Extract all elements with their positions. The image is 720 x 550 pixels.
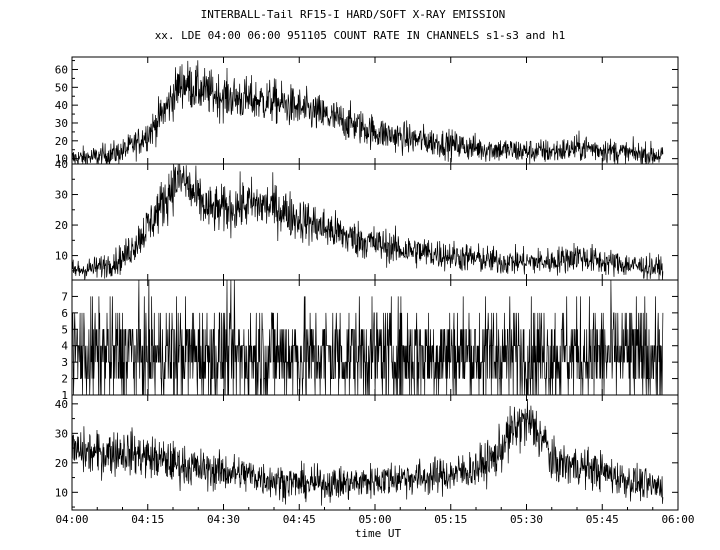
y-tick-label: 10 (55, 153, 68, 166)
y-tick-label: 20 (55, 219, 68, 232)
x-tick-label: 05:30 (510, 513, 543, 526)
y-tick-label: 20 (55, 457, 68, 470)
panel-2: 10 20 30 40 (55, 158, 679, 281)
x-tick-label: 05:45 (586, 513, 619, 526)
y-tick-label: 40 (55, 99, 68, 112)
y-tick-label: 2 (61, 373, 68, 386)
y-tick-label: 7 (61, 290, 68, 303)
y-tick-label: 4 (61, 340, 68, 353)
y-tick-label: 6 (61, 307, 68, 320)
y-tick-label: 10 (55, 486, 68, 499)
chart-title: INTERBALL-Tail RF15-I HARD/SOFT X-RAY EM… (201, 8, 506, 21)
panel-4-series-line (71, 398, 664, 506)
x-axis: 04:00 04:15 04:30 04:45 05:00 05:15 05:30 05:45… (55, 507, 695, 526)
panel-2-series-line (71, 163, 664, 281)
x-tick-label: 05:15 (434, 513, 467, 526)
x-tick-label: 04:15 (131, 513, 164, 526)
y-tick-label: 60 (55, 63, 68, 76)
y-tick-label: 40 (55, 158, 68, 171)
x-tick-label: 05:00 (358, 513, 391, 526)
x-tick-label: 04:00 (55, 513, 88, 526)
x-tick-label: 04:30 (207, 513, 240, 526)
panel-4: 10 20 30 40 (55, 394, 679, 511)
y-tick-label: 30 (55, 189, 68, 202)
y-tick-label: 50 (55, 81, 68, 94)
x-tick-label: 06:00 (661, 513, 694, 526)
y-tick-label: 5 (61, 323, 68, 336)
x-axis-label: time UT (355, 527, 402, 540)
panel-3-series-line (71, 279, 664, 396)
y-tick-label: 30 (55, 427, 68, 440)
y-tick-label: 3 (61, 356, 68, 369)
panel-3: 1 2 3 4 5 6 7 (61, 279, 679, 402)
panel-1-series-line (71, 60, 664, 165)
y-tick-label: 1 (61, 389, 68, 402)
x-tick-label: 04:45 (283, 513, 316, 526)
y-tick-label: 10 (55, 250, 68, 263)
y-tick-label: 20 (55, 135, 68, 148)
y-tick-label: 30 (55, 117, 68, 130)
panel-1: 10 20 30 40 50 60 (55, 56, 679, 166)
y-tick-label: 40 (55, 398, 68, 411)
chart-subtitle: xx. LDE 04:00 06:00 951105 COUNT RATE IN… (155, 29, 566, 42)
